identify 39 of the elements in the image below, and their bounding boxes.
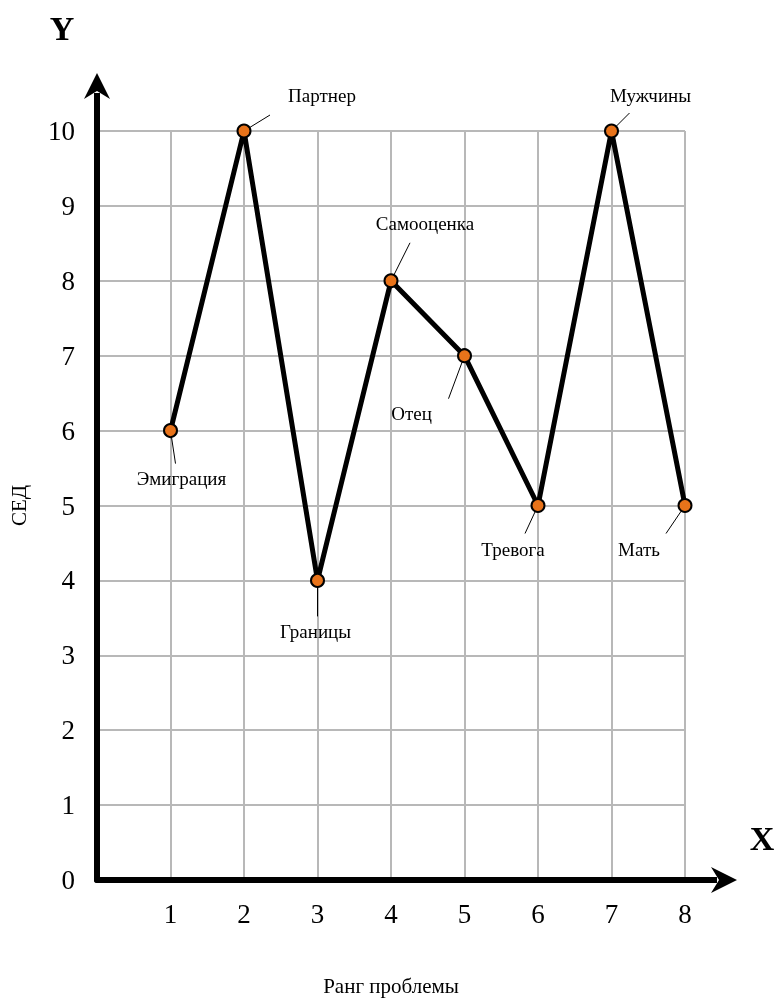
annotation: Границы xyxy=(280,620,352,642)
annotation: Эмиграция xyxy=(136,468,227,490)
annotation: Отец xyxy=(391,403,432,425)
y-tick-label: 3 xyxy=(61,640,75,671)
point xyxy=(677,498,693,513)
x-tick-label: 8 xyxy=(678,898,692,929)
y-tick-label: 1 xyxy=(61,790,75,821)
y-tick-label: 2 xyxy=(61,715,75,746)
point xyxy=(383,273,399,289)
x-tick-label: 7 xyxy=(604,898,619,929)
point xyxy=(457,348,472,364)
text: Y xyxy=(49,9,75,47)
y-tick-label: 4 xyxy=(61,565,76,596)
point xyxy=(163,423,178,439)
annotation: Партнер xyxy=(288,84,356,106)
x-tick-label: 3 xyxy=(310,898,325,929)
annotation: Мужчины xyxy=(610,84,692,106)
y-axis-title: СЕД xyxy=(6,484,31,527)
x-tick-label: 5 xyxy=(457,898,472,929)
y-tick-label: 10 xyxy=(48,116,75,146)
x-axis-title: Ранг проблемы xyxy=(323,973,459,998)
y-tick-label: 9 xyxy=(61,190,75,221)
point xyxy=(530,498,546,513)
y-tick-label: 8 xyxy=(61,265,75,296)
y-tick-label: 5 xyxy=(61,490,75,521)
annotation: Мать xyxy=(618,539,661,560)
y-tick-label: 0 xyxy=(61,865,75,895)
point xyxy=(604,123,619,139)
x-tick-label: 1 xyxy=(163,898,178,929)
y-tick-label: 7 xyxy=(61,340,75,371)
annotation: Тревога xyxy=(481,539,546,560)
point xyxy=(310,572,325,588)
text: X xyxy=(749,819,775,857)
x-tick-label: 2 xyxy=(237,898,251,929)
point xyxy=(236,123,252,139)
annotation: Самооценка xyxy=(375,213,475,235)
x-tick-label: 6 xyxy=(531,898,545,929)
x-tick-label: 4 xyxy=(384,898,399,929)
y-tick-label: 6 xyxy=(61,415,75,446)
